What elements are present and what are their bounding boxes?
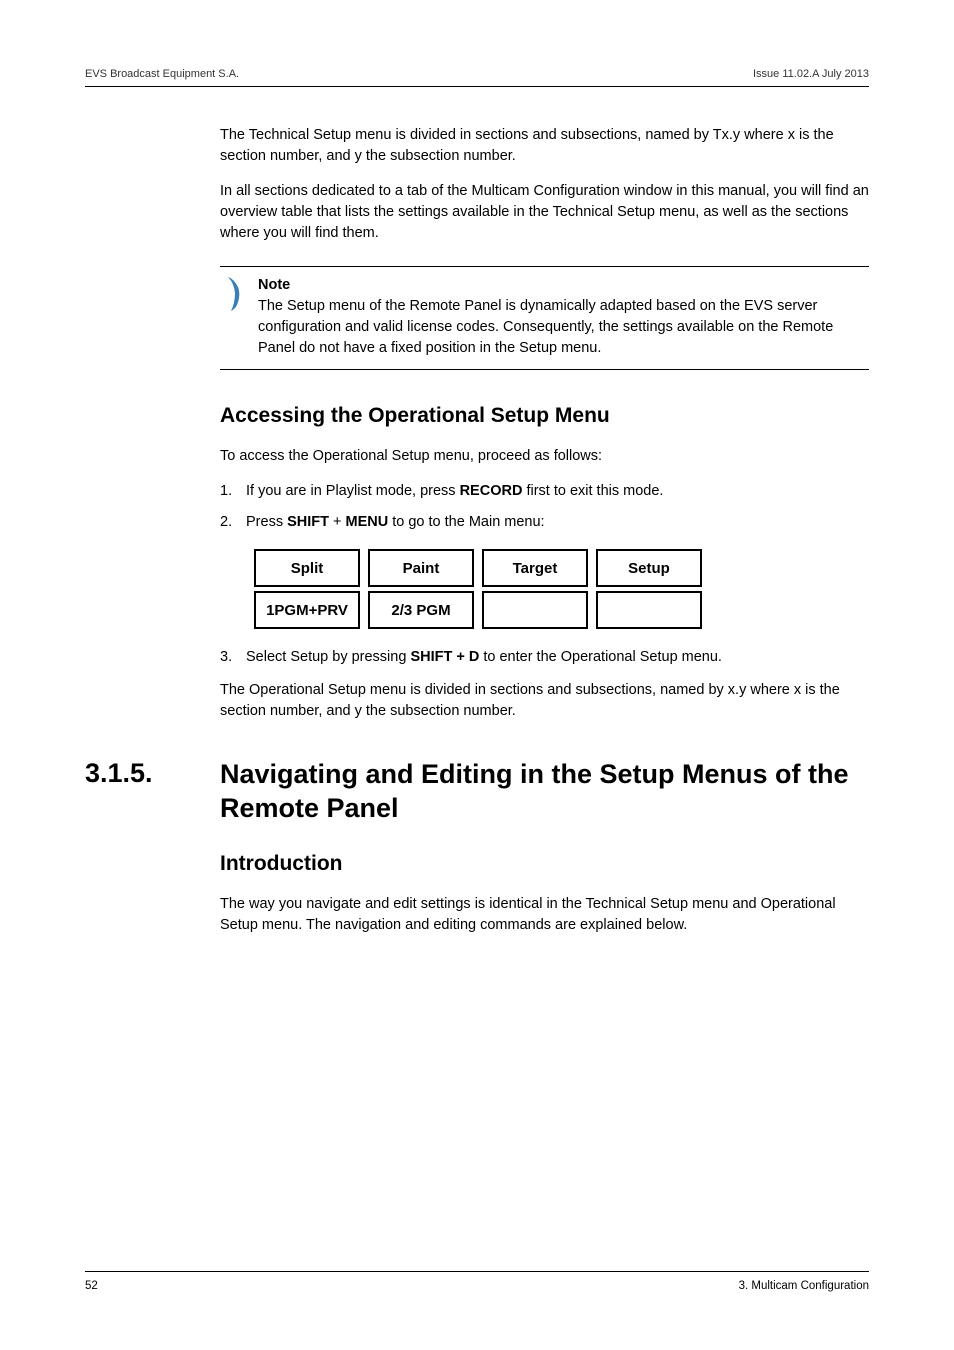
section-title: Navigating and Editing in the Setup Menu… xyxy=(220,758,869,826)
menu-cell xyxy=(482,591,588,629)
header-right: Issue 11.02.A July 2013 xyxy=(753,68,869,80)
menu-table: Split Paint Target Setup 1PGM+PRV 2/3 PG… xyxy=(246,545,710,633)
note-box: Note The Setup menu of the Remote Panel … xyxy=(220,266,869,370)
heading-introduction: Introduction xyxy=(220,852,869,876)
main-content: The Technical Setup menu is divided in s… xyxy=(220,125,869,722)
header-left: EVS Broadcast Equipment S.A. xyxy=(85,68,239,80)
paragraph: The Technical Setup menu is divided in s… xyxy=(220,125,869,167)
step-item: If you are in Playlist mode, press RECOR… xyxy=(220,481,869,502)
menu-cell: Split xyxy=(254,549,360,587)
step-item: Select Setup by pressing SHIFT + D to en… xyxy=(220,647,869,668)
menu-cell xyxy=(596,591,702,629)
section-heading-row: 3.1.5. Navigating and Editing in the Set… xyxy=(85,758,869,826)
menu-cell: Target xyxy=(482,549,588,587)
note-body: The Setup menu of the Remote Panel is dy… xyxy=(258,296,869,359)
footer-section: 3. Multicam Configuration xyxy=(739,1280,869,1292)
menu-cell: 1PGM+PRV xyxy=(254,591,360,629)
steps-list-continued: Select Setup by pressing SHIFT + D to en… xyxy=(220,647,869,668)
menu-figure: Split Paint Target Setup 1PGM+PRV 2/3 PG… xyxy=(246,545,869,633)
menu-cell: Setup xyxy=(596,549,702,587)
page: EVS Broadcast Equipment S.A. Issue 11.02… xyxy=(0,0,954,1350)
section-number: 3.1.5. xyxy=(85,758,220,789)
menu-cell: 2/3 PGM xyxy=(368,591,474,629)
heading-accessing: Accessing the Operational Setup Menu xyxy=(220,404,869,428)
note-tag-icon xyxy=(220,275,258,359)
paragraph: To access the Operational Setup menu, pr… xyxy=(220,446,869,467)
note-title: Note xyxy=(258,275,869,296)
steps-list: If you are in Playlist mode, press RECOR… xyxy=(220,481,869,533)
note-content: Note The Setup menu of the Remote Panel … xyxy=(258,275,869,359)
page-header: EVS Broadcast Equipment S.A. Issue 11.02… xyxy=(85,68,869,87)
paragraph: In all sections dedicated to a tab of th… xyxy=(220,181,869,244)
paragraph: The Operational Setup menu is divided in… xyxy=(220,680,869,722)
section-content: Introduction The way you navigate and ed… xyxy=(220,852,869,936)
paragraph: The way you navigate and edit settings i… xyxy=(220,894,869,936)
step-item: Press SHIFT + MENU to go to the Main men… xyxy=(220,512,869,533)
page-footer: 52 3. Multicam Configuration xyxy=(85,1271,869,1292)
page-number: 52 xyxy=(85,1280,98,1292)
menu-cell: Paint xyxy=(368,549,474,587)
